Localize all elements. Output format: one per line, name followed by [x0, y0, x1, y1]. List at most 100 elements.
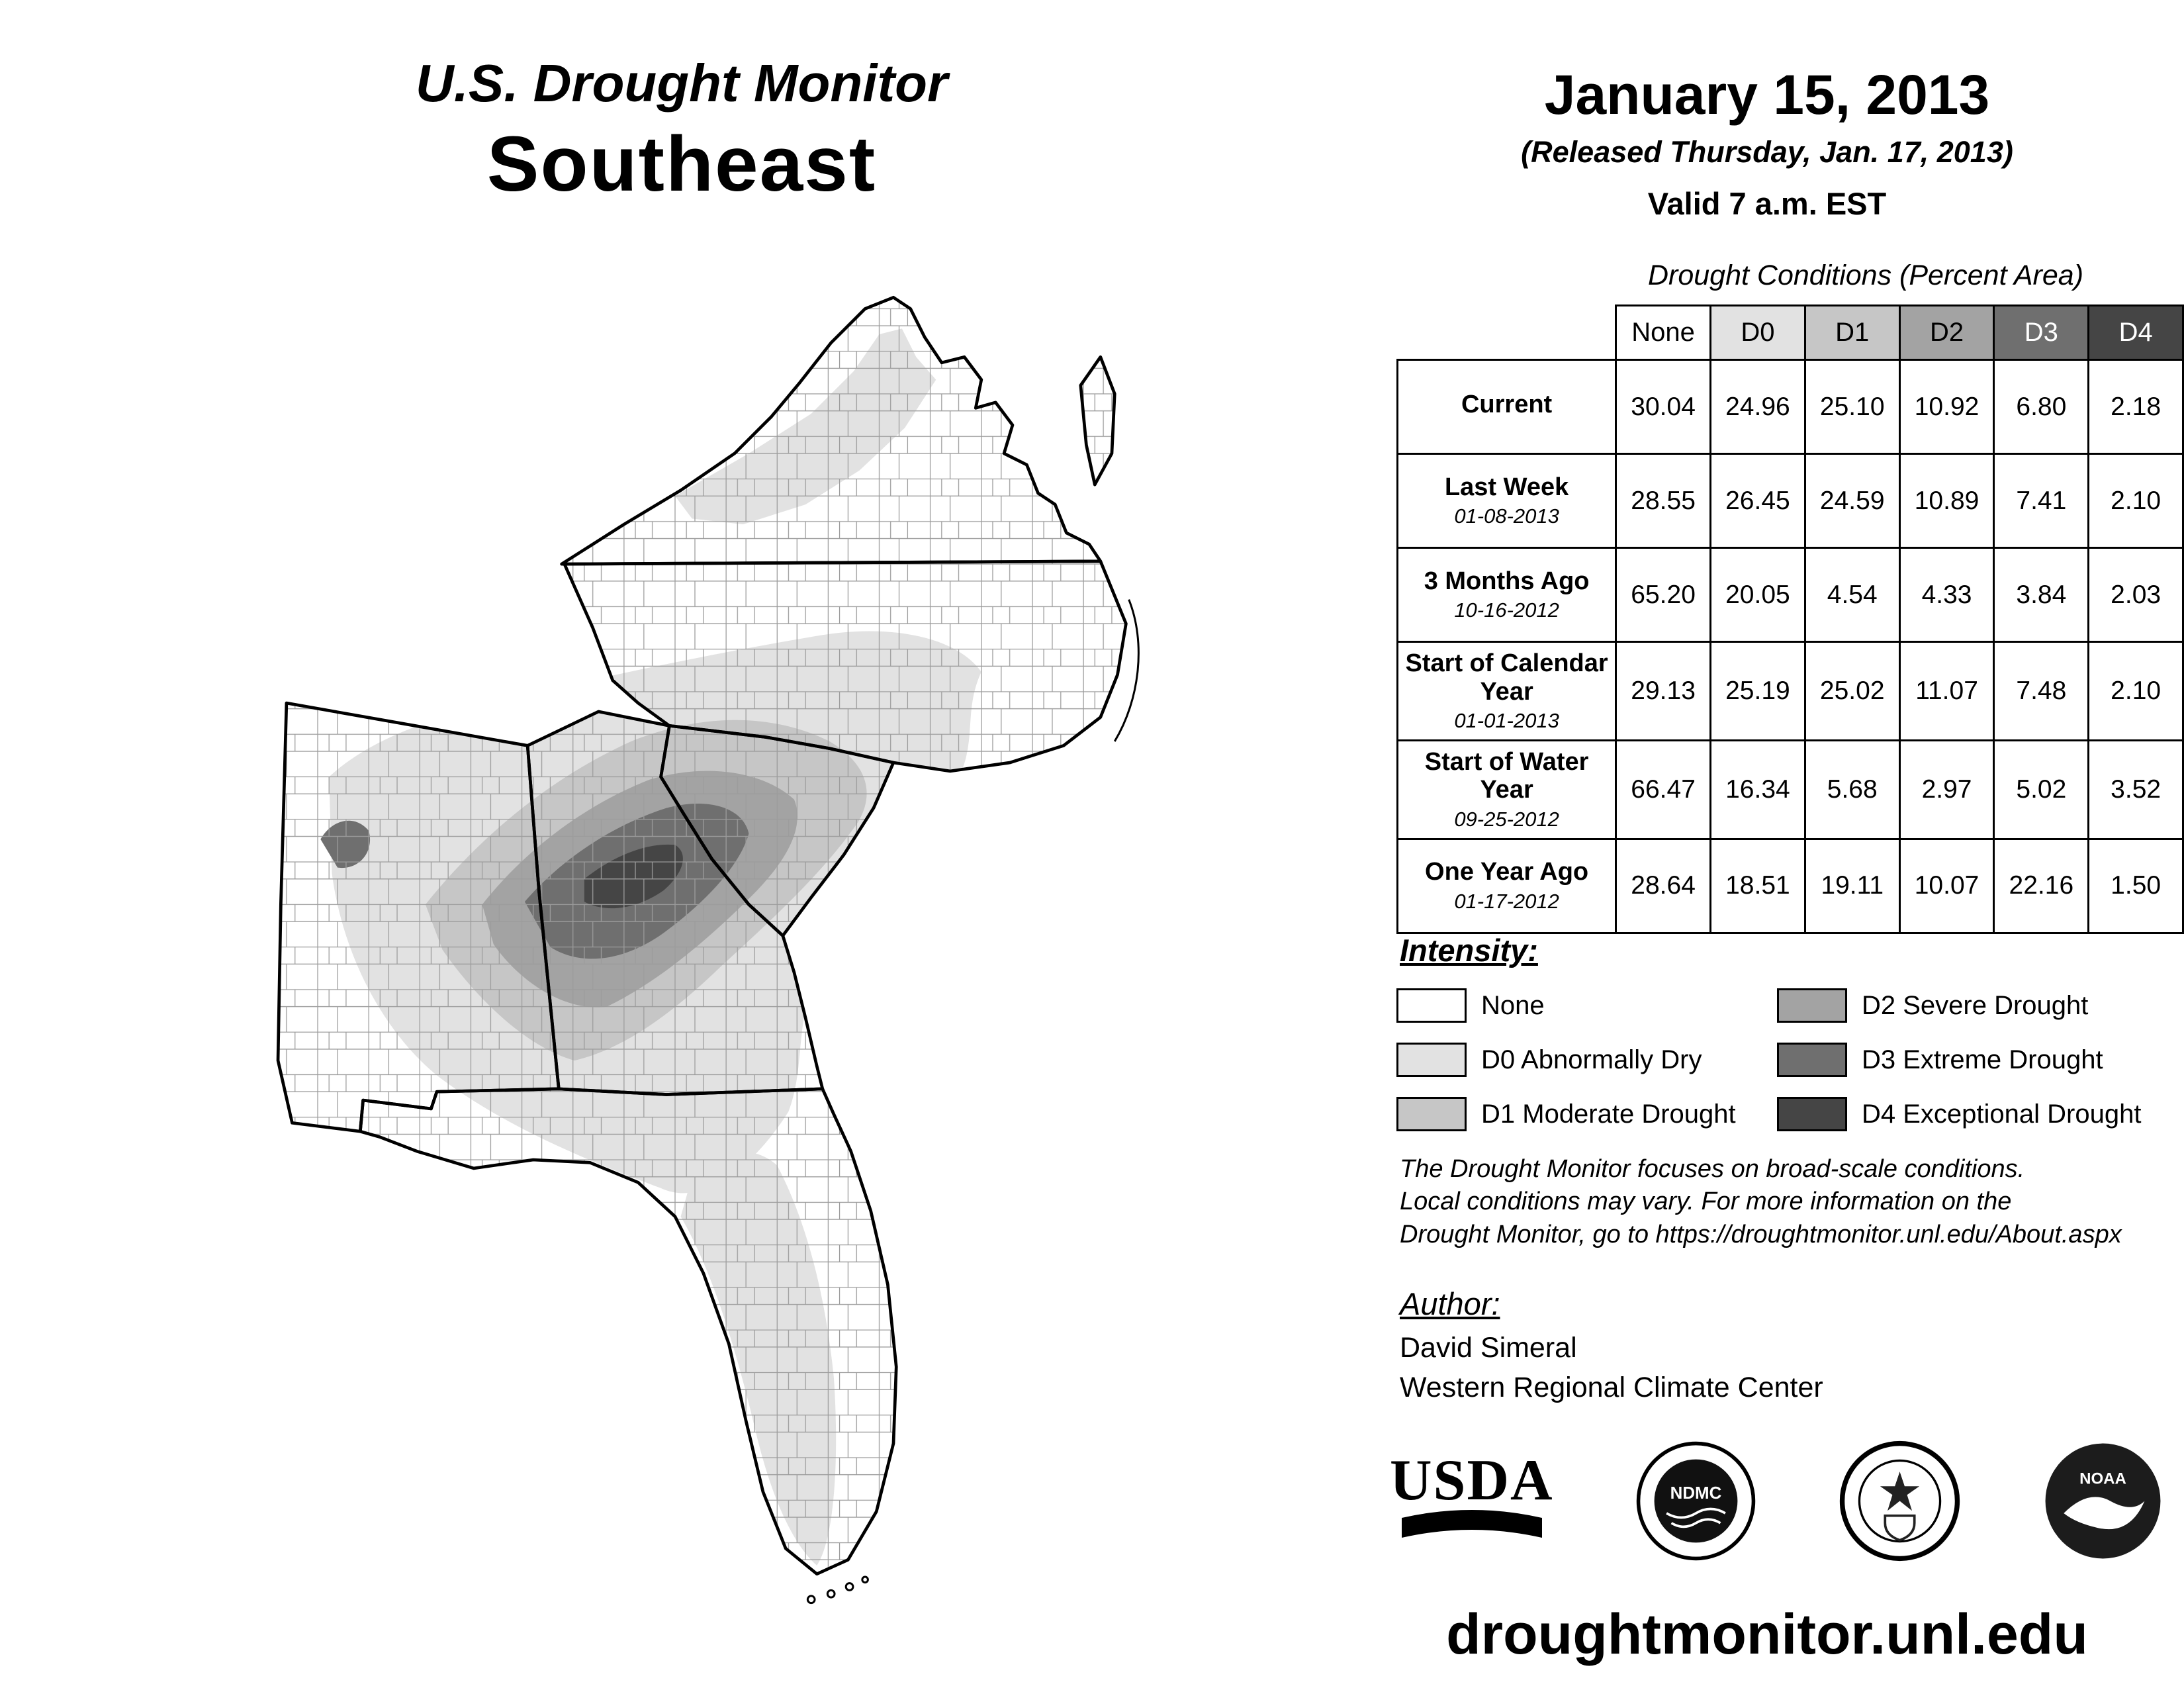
row-sub-date: 10-16-2012 — [1454, 598, 1559, 622]
table-cell: 4.33 — [1898, 547, 1995, 643]
table-cell: 28.64 — [1615, 837, 1712, 934]
svg-text:NOAA: NOAA — [2079, 1470, 2126, 1488]
table-caption: Drought Conditions (Percent Area) — [1647, 259, 2084, 291]
region-title: Southeast — [486, 120, 877, 208]
map-title-block: U.S. Drought Monitor Southeast — [251, 53, 1112, 209]
table-cell: 25.02 — [1803, 641, 1901, 741]
map-florida-keys — [844, 1582, 854, 1591]
county-boundaries — [278, 297, 1126, 1574]
table-cell: 22.16 — [1993, 837, 2090, 934]
legend-swatch-d2 — [1777, 988, 1847, 1023]
usda-swoosh-icon — [1401, 1509, 1542, 1538]
table-cell: 16.34 — [1709, 739, 1806, 840]
col-header-d0: D0 — [1709, 305, 1806, 361]
table-row-start-water-year: Start of Water Year 09-25-2012 66.47 16.… — [1396, 739, 2184, 840]
website-url: droughtmonitor.unl.edu — [1446, 1603, 2088, 1666]
map-florida-keys — [806, 1595, 816, 1605]
row-label: 3 Months Ago 10-16-2012 — [1396, 547, 1617, 643]
legend-item-d4: D4 Exceptional Drought — [1777, 1097, 2174, 1131]
table-cell: 2.10 — [2087, 641, 2184, 741]
legend-item-d2: D2 Severe Drought — [1777, 988, 2174, 1023]
table-cell: 3.84 — [1993, 547, 2090, 643]
col-header-none: None — [1615, 305, 1712, 361]
col-header-d4: D4 — [2087, 305, 2184, 361]
legend-swatch-d0 — [1396, 1043, 1467, 1077]
svg-text:NDMC: NDMC — [1670, 1484, 1722, 1503]
table-cell: 25.10 — [1803, 359, 1901, 455]
ndmc-logo-icon: NDMC — [1636, 1441, 1756, 1561]
table-cell: 30.04 — [1615, 359, 1712, 455]
row-sub-date: 01-01-2013 — [1454, 709, 1559, 733]
map-state-florida — [358, 1087, 898, 1576]
table-cell: 5.02 — [1993, 739, 2090, 840]
map-outer-banks — [1113, 599, 1140, 742]
row-sub-date: 09-25-2012 — [1454, 807, 1559, 831]
legend-swatch-none — [1396, 988, 1467, 1023]
table-cell: 2.03 — [2087, 547, 2184, 643]
disclaimer-text: The Drought Monitor focuses on broad-sca… — [1400, 1153, 2122, 1251]
table-cell: 26.45 — [1709, 453, 1806, 549]
intensity-heading: Intensity: — [1400, 933, 1538, 968]
legend-item-none: None — [1396, 988, 1777, 1023]
table-cell: 10.92 — [1898, 359, 1995, 455]
legend-item-d1: D1 Moderate Drought — [1396, 1097, 1777, 1131]
date-block: January 15, 2013 (Released Thursday, Jan… — [1377, 63, 2158, 222]
legend-swatch-d3 — [1777, 1043, 1847, 1077]
report-date: January 15, 2013 — [1544, 64, 1990, 126]
table-cell: 2.10 — [2087, 453, 2184, 549]
valid-time: Valid 7 a.m. EST — [1647, 186, 1887, 221]
intensity-legend: None D0 Abnormally Dry D1 Moderate Droug… — [1396, 978, 2174, 1141]
table-row-one-year-ago: One Year Ago 01-17-2012 28.64 18.51 19.1… — [1396, 837, 2184, 934]
table-cell: 25.19 — [1709, 641, 1806, 741]
legend-swatch-d4 — [1777, 1097, 1847, 1131]
col-header-d1: D1 — [1803, 305, 1901, 361]
disclaimer-line: Drought Monitor, go to https://droughtmo… — [1400, 1220, 2122, 1248]
table-cell: 7.41 — [1993, 453, 2090, 549]
col-header-d3: D3 — [1993, 305, 2090, 361]
drought-conditions-table: None D0 D1 D2 D3 D4 Current 30.04 24.96 … — [1396, 305, 2184, 934]
table-cell: 10.07 — [1898, 837, 1995, 934]
author-name: David Simeral — [1400, 1332, 1577, 1364]
table-cell: 11.07 — [1898, 641, 1995, 741]
row-label: Last Week 01-08-2013 — [1396, 453, 1617, 549]
table-row-last-week: Last Week 01-08-2013 28.55 26.45 24.59 1… — [1396, 453, 2184, 549]
report-title: U.S. Drought Monitor — [415, 54, 948, 113]
row-label: Current — [1396, 359, 1617, 455]
table-cell: 65.20 — [1615, 547, 1712, 643]
table-cell: 4.54 — [1803, 547, 1901, 643]
disclaimer-line: Local conditions may vary. For more info… — [1400, 1188, 2012, 1216]
table-cell: 28.55 — [1615, 453, 1712, 549]
map-florida-keys — [826, 1589, 836, 1599]
table-cell: 20.05 — [1709, 547, 1806, 643]
row-sub-date: 01-08-2013 — [1454, 504, 1559, 528]
disclaimer-line: The Drought Monitor focuses on broad-sca… — [1400, 1155, 2025, 1183]
table-row-3-months-ago: 3 Months Ago 10-16-2012 65.20 20.05 4.54… — [1396, 547, 2184, 643]
map-state-north-carolina — [563, 559, 1128, 773]
table-cell: 29.13 — [1615, 641, 1712, 741]
table-cell: 2.18 — [2087, 359, 2184, 455]
table-cell: 18.51 — [1709, 837, 1806, 934]
table-cell: 5.68 — [1803, 739, 1901, 840]
agency-logos: USDA NDMC NOAA — [1390, 1440, 2164, 1562]
table-header-row: None D0 D1 D2 D3 D4 — [1398, 305, 2184, 361]
map-state-virginia — [560, 295, 1103, 566]
row-label: Start of Water Year 09-25-2012 — [1396, 739, 1617, 840]
table-cell: 66.47 — [1615, 739, 1712, 840]
released-date: (Released Thursday, Jan. 17, 2013) — [1521, 135, 2013, 169]
legend-item-d3: D3 Extreme Drought — [1777, 1043, 2174, 1077]
table-cell: 10.89 — [1898, 453, 1995, 549]
table-cell: 24.96 — [1709, 359, 1806, 455]
table-corner-cell — [1398, 306, 1616, 360]
dept-of-commerce-seal-icon — [1839, 1440, 1960, 1562]
noaa-logo-icon: NOAA — [2045, 1443, 2161, 1559]
table-cell: 1.50 — [2087, 837, 2184, 934]
author-heading: Author: — [1400, 1286, 1500, 1321]
legend-item-d0: D0 Abnormally Dry — [1396, 1043, 1777, 1077]
usda-logo: USDA — [1390, 1452, 1554, 1549]
table-cell: 2.97 — [1898, 739, 1995, 840]
table-cell: 6.80 — [1993, 359, 2090, 455]
map-florida-keys — [861, 1575, 869, 1584]
southeast-drought-map — [276, 295, 1140, 1605]
table-row-start-calendar-year: Start of Calendar Year 01-01-2013 29.13 … — [1396, 641, 2184, 741]
